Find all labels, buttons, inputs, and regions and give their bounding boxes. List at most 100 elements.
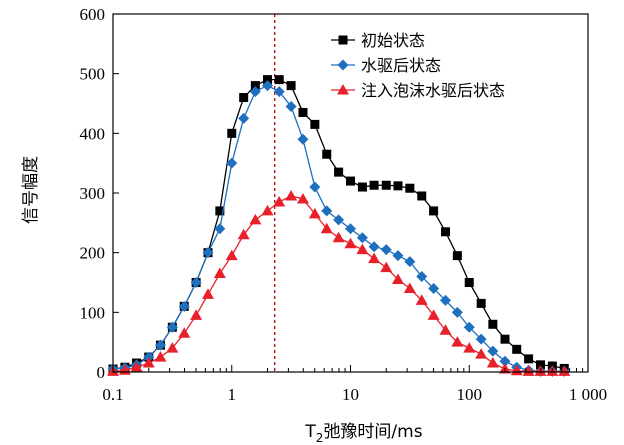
y-tick-label: 500	[80, 65, 106, 84]
data-point	[441, 227, 451, 237]
y-tick-label: 100	[80, 303, 106, 322]
x-tick-label: 100	[457, 385, 483, 404]
legend-label: 水驱后状态	[361, 56, 441, 75]
data-point	[393, 181, 403, 191]
data-point	[380, 261, 393, 273]
data-point	[357, 182, 367, 192]
data-point	[166, 321, 178, 333]
data-point	[451, 336, 464, 347]
data-point	[130, 361, 143, 372]
data-point	[274, 75, 284, 85]
data-point	[227, 128, 237, 138]
data-point	[190, 309, 203, 320]
data-point	[178, 300, 190, 312]
data-point	[297, 133, 309, 145]
data-point	[381, 180, 391, 190]
data-point	[405, 183, 415, 193]
data-point	[427, 309, 440, 320]
data-point	[309, 181, 321, 193]
data-point	[154, 351, 167, 362]
data-point	[237, 228, 250, 240]
data-point	[262, 75, 272, 85]
legend-marker	[337, 59, 349, 71]
legend-item-3: 注入泡沫水驱后状态	[331, 81, 505, 100]
data-point	[320, 222, 333, 234]
x-axis-label: T2弛豫时间/ms	[304, 422, 422, 445]
series-3	[107, 189, 571, 376]
data-point	[356, 232, 368, 244]
data-point	[500, 334, 510, 344]
data-point	[417, 191, 427, 201]
data-point	[356, 243, 369, 255]
data-point	[298, 107, 308, 117]
data-point	[346, 176, 355, 186]
data-point	[310, 119, 320, 129]
data-point	[238, 112, 250, 124]
series-2	[107, 80, 570, 377]
legend-label: 注入泡沫水驱后状态	[361, 81, 505, 100]
data-point	[428, 282, 440, 294]
data-point	[214, 223, 226, 235]
x-tick-label: 10	[342, 385, 359, 404]
data-point	[166, 342, 179, 353]
x-axis-label-subscript: 2	[316, 431, 324, 445]
data-point	[286, 81, 296, 91]
x-tick-label: 1	[228, 385, 237, 404]
y-tick-label: 200	[80, 244, 106, 263]
data-point	[285, 189, 298, 201]
data-point	[439, 324, 452, 335]
data-point	[558, 365, 571, 376]
data-point	[392, 250, 404, 262]
data-point	[476, 298, 486, 308]
data-point	[332, 231, 345, 243]
data-point	[512, 344, 522, 354]
y-tick-label: 400	[80, 124, 106, 143]
data-point	[261, 204, 274, 216]
data-point	[322, 149, 332, 159]
x-axis-label-main: T	[304, 422, 316, 442]
plot-area	[107, 14, 571, 377]
data-point	[213, 267, 226, 279]
data-point	[416, 271, 428, 283]
data-point	[273, 195, 286, 207]
data-point	[487, 345, 499, 357]
data-point	[226, 157, 238, 169]
data-point	[475, 333, 487, 345]
data-point	[463, 342, 476, 353]
data-point	[250, 81, 260, 91]
legend-item-2: 水驱后状态	[331, 56, 441, 75]
data-point	[333, 214, 345, 226]
x-tick-label: 0.1	[102, 385, 123, 404]
legend-item-1: 初始状态	[331, 31, 425, 50]
data-point	[475, 348, 488, 359]
data-point	[429, 206, 439, 216]
y-axis-label: 信号幅度	[21, 156, 41, 224]
y-tick-label: 0	[97, 363, 106, 382]
data-point	[215, 206, 225, 216]
data-point	[225, 249, 238, 261]
data-point	[368, 252, 381, 264]
data-point	[308, 207, 321, 219]
data-point	[202, 247, 214, 259]
data-point	[380, 244, 392, 256]
data-point	[464, 278, 474, 287]
legend-marker	[337, 84, 349, 95]
data-point	[239, 93, 249, 103]
data-point	[190, 277, 202, 288]
data-point	[261, 80, 273, 92]
data-point	[451, 306, 463, 318]
data-point	[369, 180, 379, 190]
data-point	[415, 294, 428, 305]
data-point	[321, 205, 333, 217]
data-point	[452, 251, 462, 261]
data-point	[524, 354, 534, 364]
y-tick-label: 600	[80, 5, 106, 24]
data-point	[202, 288, 215, 299]
data-point	[296, 192, 309, 204]
data-point	[522, 365, 535, 376]
data-point	[344, 237, 357, 249]
data-point	[440, 294, 452, 306]
data-point	[249, 213, 262, 225]
